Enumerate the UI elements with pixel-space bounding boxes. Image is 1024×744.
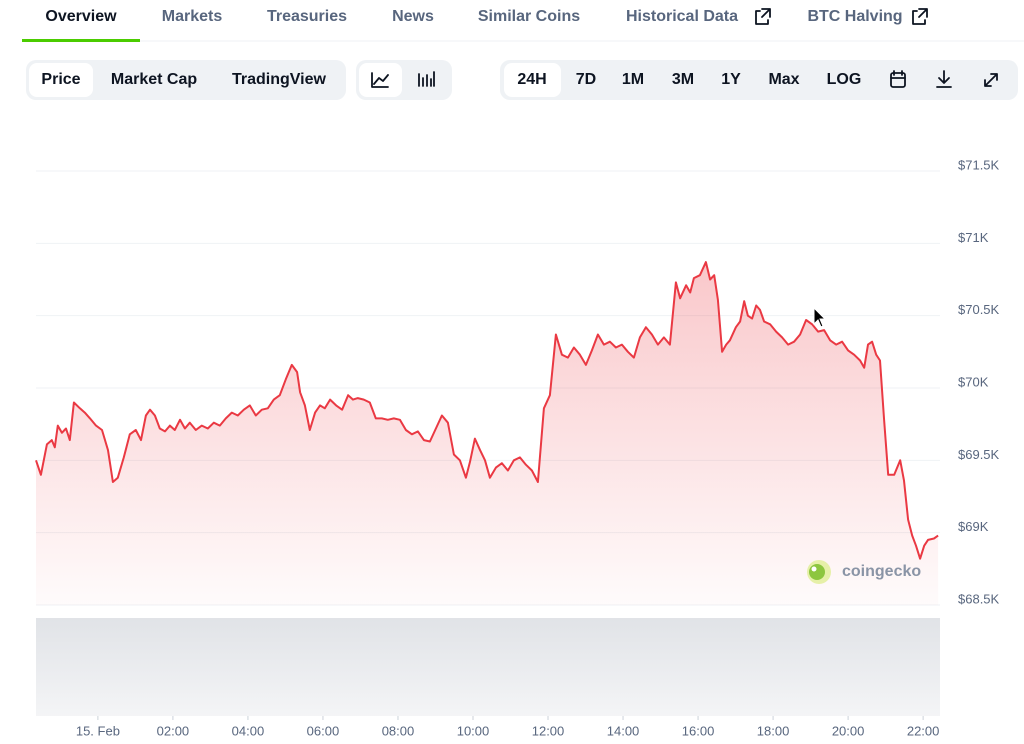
range-button[interactable]: 1M xyxy=(622,71,644,88)
nav-tab[interactable]: Overview xyxy=(45,8,117,25)
y-tick-label: $71.5K xyxy=(958,157,1000,172)
nav-tab[interactable]: News xyxy=(392,8,434,25)
volume-band xyxy=(36,618,940,716)
external-link-icon xyxy=(755,8,771,25)
y-tick-label: $68.5K xyxy=(958,591,1000,606)
price-area xyxy=(36,262,939,605)
x-tick-label: 04:00 xyxy=(232,723,265,738)
active-view xyxy=(29,63,93,97)
nav-tab[interactable]: Markets xyxy=(162,8,223,25)
x-tick-label: 22:00 xyxy=(907,723,940,738)
nav-tab[interactable]: Treasuries xyxy=(267,8,347,25)
range-button[interactable]: LOG xyxy=(827,71,862,88)
y-tick-label: $69K xyxy=(958,519,989,534)
x-tick-label: 14:00 xyxy=(607,723,640,738)
x-tick-label: 08:00 xyxy=(382,723,415,738)
candle-chart-icon[interactable] xyxy=(418,71,435,87)
view-button[interactable]: TradingView xyxy=(232,71,327,88)
range-button[interactable]: Max xyxy=(768,71,799,88)
y-tick-label: $69.5K xyxy=(958,447,1000,462)
range-button[interactable]: 24H xyxy=(517,71,546,88)
y-tick-label: $70.5K xyxy=(958,302,1000,317)
x-tick-label: 02:00 xyxy=(157,723,190,738)
x-tick-label: 06:00 xyxy=(307,723,340,738)
view-group xyxy=(26,60,346,100)
line-chart-icon[interactable] xyxy=(371,72,389,88)
range-button[interactable]: 1Y xyxy=(721,71,741,88)
external-link-icon xyxy=(912,8,928,25)
x-tick-label: 20:00 xyxy=(832,723,865,738)
mouse-cursor xyxy=(813,306,827,328)
view-button[interactable]: Market Cap xyxy=(111,71,197,88)
x-tick-label: 16:00 xyxy=(682,723,715,738)
y-tick-label: $70K xyxy=(958,374,989,389)
active-range xyxy=(504,63,561,97)
range-button[interactable]: 7D xyxy=(576,71,596,88)
download-icon[interactable] xyxy=(936,70,952,88)
x-tick-label: 12:00 xyxy=(532,723,565,738)
price-chart: $71.5K $71K $70.5K $70K $69.5K $69K $68.5K 15. … xyxy=(35,157,1000,738)
x-tick-label: 10:00 xyxy=(457,723,490,738)
watermark-logo xyxy=(807,560,831,584)
expand-icon[interactable] xyxy=(984,73,998,87)
y-tick-label: $71K xyxy=(958,230,989,245)
price-line xyxy=(35,261,939,560)
nav-tab[interactable]: Historical Data xyxy=(626,8,738,25)
view-button[interactable]: Price xyxy=(41,71,80,88)
active-tab-underline xyxy=(22,39,140,42)
nav-tab[interactable]: BTC Halving xyxy=(807,8,902,25)
calendar-icon[interactable] xyxy=(890,70,906,88)
watermark: coingecko xyxy=(842,563,921,580)
range-button[interactable]: 3M xyxy=(672,71,694,88)
x-tick-label: 15. Feb xyxy=(76,723,120,738)
range-group xyxy=(500,60,1018,100)
x-tick-label: 18:00 xyxy=(757,723,790,738)
nav-tab[interactable]: Similar Coins xyxy=(478,8,580,25)
